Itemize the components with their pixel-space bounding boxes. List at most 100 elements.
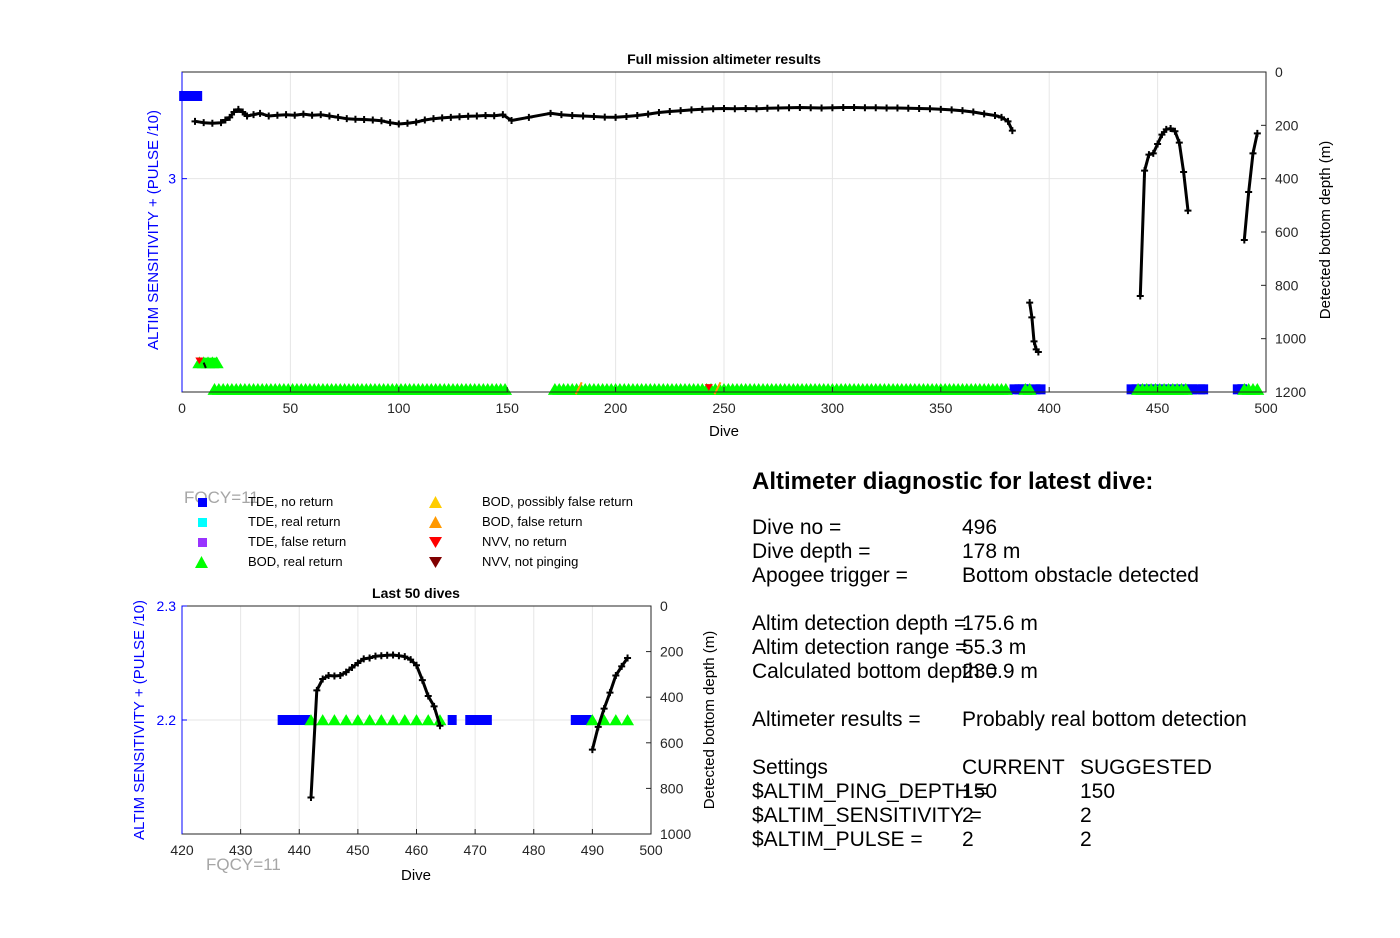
top-y-left-ticks: 3 [168,72,187,392]
depth-point [499,111,507,119]
y-right-tick-label: 1000 [660,826,691,842]
depth-point [354,659,362,667]
x-tick-label: 400 [1038,400,1062,416]
bod-real-return-marker [327,714,341,726]
depth-point [348,664,356,672]
top-x-axis-label: Dive [709,423,739,440]
bottom-y-right-ticks: 0 200 400 600 800 1000 [646,598,691,842]
depth-series-line [202,362,207,369]
depth-point [915,105,923,113]
bod-real-return-marker [351,714,365,726]
tde-no-return-marker [283,715,293,725]
diag-value: 2 [962,828,974,851]
nvv-no-return-marker [704,384,713,391]
x-tick-label: 470 [463,842,487,858]
diag-value: 2 [1080,828,1092,851]
bod-real-return-marker [202,357,218,368]
depth-point [412,118,420,126]
depth-point [436,722,444,730]
depth-point [1154,140,1162,148]
depth-point [644,110,652,118]
depth-point [1167,125,1175,133]
diag-row-results: Altimeter results = Probably real bottom … [752,708,1392,732]
bod-real-return-marker [421,714,435,726]
depth-point [958,107,966,115]
diagnostic-panel: Altimeter diagnostic for latest dive: Di… [752,470,1392,852]
x-tick-label: 150 [496,400,520,416]
depth-point [1175,139,1183,147]
y-right-tick-label: 600 [660,735,684,751]
diag-label: Apogee trigger = [752,564,908,587]
y-right-tick-label: 800 [660,780,684,796]
depth-series-line [194,106,1014,132]
bottom-x-axis-label: Dive [401,867,431,884]
diag-value: Probably real bottom detection [962,708,1247,731]
x-tick-label: 450 [1146,400,1170,416]
diag-row-altim-range: Altim detection range = 55.3 m [752,636,1392,660]
purple-square-icon [194,532,216,552]
orange-triangle-up-icon [428,512,450,532]
top-chart-data [179,91,1265,395]
depth-point [386,119,394,127]
diag-row-altim-depth: Altim detection depth = 175.6 m [752,612,1392,636]
depth-point [1180,168,1188,176]
depth-point [998,113,1005,121]
depth-point [273,111,281,119]
depth-point [395,652,403,660]
y-right-tick-label: 600 [1275,224,1299,240]
depth-point [969,108,977,116]
depth-point [371,652,379,660]
depth-point [508,117,516,125]
depth-point [221,116,229,124]
bod-real-return-marker [410,714,423,726]
tde-no-return-marker [476,715,486,725]
depth-point [698,105,706,113]
depth-point [753,105,761,113]
depth-point [547,109,555,117]
depth-point [525,113,533,121]
depth-point [926,105,934,113]
depth-point [351,115,359,123]
depth-point [473,112,481,120]
x-tick-label: 480 [522,842,546,858]
depth-point [317,111,325,119]
top-y-right-ticks: 0 200 400 600 800 1000 1200 [1261,64,1306,400]
legend-label: BOD, false return [482,514,583,529]
bod-real-return-marker [609,714,623,726]
y-left-tick-label: 3 [168,171,176,187]
top-chart-grid [181,72,1267,392]
depth-point [421,116,429,124]
depth-point [282,111,290,119]
depth-point [234,105,242,113]
bottom-y-right-axis-label: Detected bottom depth (m) [701,631,718,809]
top-y-right-axis-label: Detected bottom depth (m) [1317,141,1334,319]
depth-point [407,656,415,664]
bottom-chart-data [277,651,635,802]
y-right-tick-label: 400 [660,689,684,705]
depth-point [413,661,420,669]
tde-no-return-marker [471,715,481,725]
depth-point [330,672,338,680]
tde-no-return-marker [1192,384,1206,395]
depth-point [447,113,455,121]
depth-point [217,119,225,127]
depth-point [1240,236,1248,244]
y-right-tick-label: 400 [1275,171,1299,187]
diag-suggested-header: SUGGESTED [1080,756,1212,779]
depth-point [336,672,344,680]
depth-series-line [590,657,629,750]
top-x-ticks: 0 50 100 150 200 250 300 350 400 450 500 [178,387,1278,416]
depth-point [230,108,238,116]
depth-point [256,109,264,117]
x-tick-label: 430 [229,842,253,858]
depth-point [377,117,385,125]
depth-point [319,675,327,683]
bod-real-return-marker [621,714,635,726]
depth-point [612,113,620,121]
depth-point [1028,313,1036,321]
depth-point [624,654,632,662]
depth-point [937,105,945,113]
depth-point [299,110,307,118]
depth-point [861,104,869,112]
diag-label: $ALTIM_SENSITIVITY = [752,804,982,827]
